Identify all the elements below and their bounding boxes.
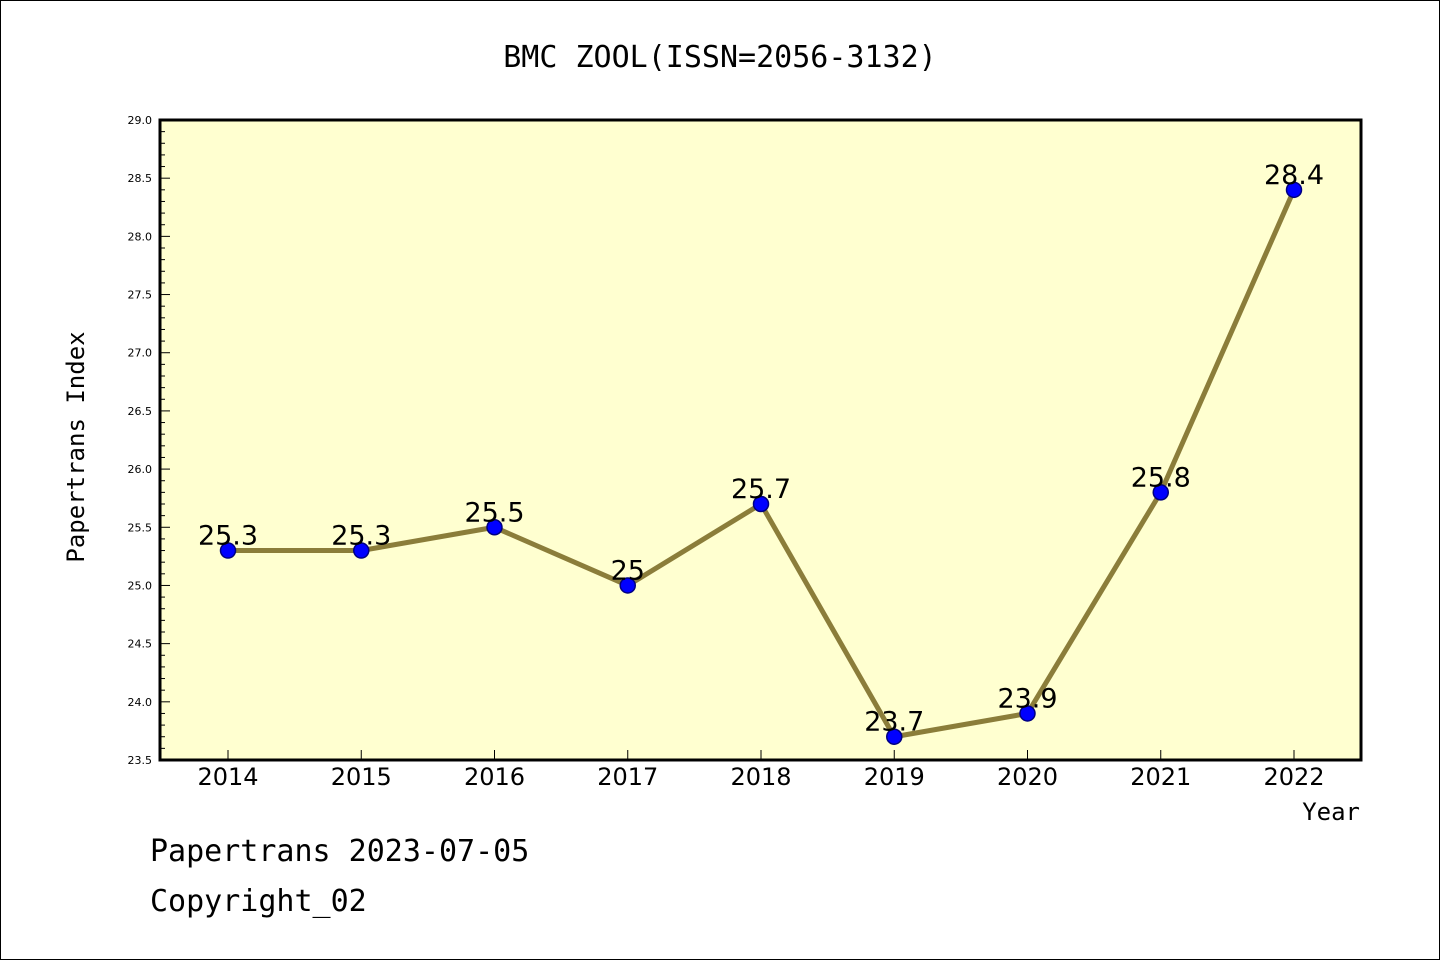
data-point	[886, 728, 903, 745]
data-point	[619, 577, 636, 594]
y-axis: 23.5 24.0 24.5 25.0 25.5 26.0 26.5 27.0 27.5 28.0…	[128, 114, 170, 767]
chart-title: BMC ZOOL(ISSN=2056-3132)	[503, 40, 936, 75]
x-tick-label: 2021	[1130, 763, 1191, 791]
data-label: 23.7	[864, 707, 924, 738]
data-label: 28.4	[1264, 160, 1324, 191]
y-tick-label: 26.0	[128, 463, 153, 476]
y-tick-label: 27.5	[128, 289, 153, 302]
y-tick-label: 28.5	[128, 172, 153, 185]
data-point	[1152, 484, 1169, 501]
x-axis-label: Year	[1302, 798, 1360, 826]
x-tick-label: 2015	[331, 763, 392, 791]
y-tick-label: 26.5	[128, 405, 153, 418]
x-axis: 2014 2015 2016 2017 2018 2019 2020 2021 2022	[197, 750, 1325, 791]
x-tick-label: 2018	[730, 763, 791, 791]
x-tick-label: 2022	[1263, 763, 1324, 791]
y-tick-label: 29.0	[128, 114, 153, 127]
data-point	[486, 519, 503, 536]
data-point	[353, 542, 370, 559]
data-label: 23.9	[997, 683, 1057, 714]
y-tick-label: 25.0	[128, 579, 153, 592]
plot-border	[158, 118, 1363, 762]
data-point	[752, 495, 770, 513]
y-tick-label: 24.0	[128, 696, 153, 709]
footer-copyright: Copyright_02	[150, 884, 367, 919]
x-tick-label: 2019	[864, 763, 925, 791]
data-label: 25.3	[198, 521, 258, 552]
series-layer: 25.3 25.3 25.5 25 25.7 23.7 23.9 25.8 28.4	[198, 160, 1324, 745]
footer-date: Papertrans 2023-07-05	[150, 834, 530, 869]
data-label: 25.5	[464, 497, 524, 528]
y-tick-label: 25.5	[128, 521, 153, 534]
y-tick-label: 23.5	[128, 754, 153, 767]
y-axis-label: Papertrans Index	[62, 331, 90, 562]
data-label: 25.3	[331, 521, 391, 552]
data-point	[1019, 705, 1036, 722]
x-tick-label: 2016	[464, 763, 525, 791]
data-point	[219, 542, 237, 559]
data-label: 25	[611, 555, 645, 586]
x-tick-label: 2020	[997, 763, 1058, 791]
y-tick-label: 28.0	[128, 230, 153, 243]
plot-area	[160, 120, 1361, 760]
y-tick-label: 24.5	[128, 638, 153, 651]
data-point	[1285, 181, 1303, 199]
data-label: 25.8	[1131, 462, 1191, 493]
data-label: 25.7	[731, 474, 791, 505]
x-tick-label: 2014	[197, 763, 258, 791]
y-tick-label: 27.0	[128, 347, 153, 360]
x-tick-label: 2017	[597, 763, 658, 791]
